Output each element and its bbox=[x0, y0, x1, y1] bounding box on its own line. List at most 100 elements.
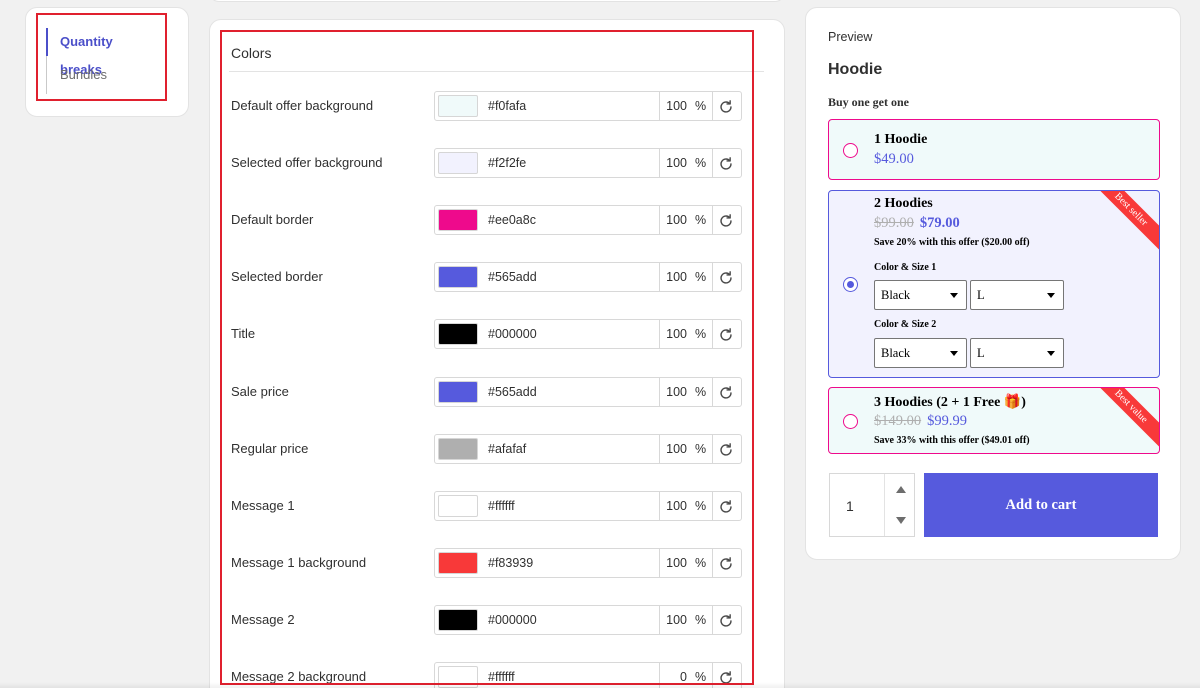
color-swatch[interactable] bbox=[438, 609, 478, 631]
opacity-input[interactable]: 100% bbox=[659, 92, 713, 120]
refresh-icon[interactable] bbox=[717, 98, 735, 116]
percent-sign: % bbox=[695, 556, 707, 570]
color-picker-field[interactable]: #000000 100% bbox=[434, 319, 742, 349]
hex-input[interactable]: #ffffff bbox=[488, 670, 515, 684]
opacity-value[interactable]: 100 bbox=[666, 613, 687, 627]
offer-price: $149.00 $99.99 bbox=[874, 413, 967, 430]
opacity-input[interactable]: 0% bbox=[659, 663, 713, 688]
color-picker-field[interactable]: #ffffff 100% bbox=[434, 491, 742, 521]
color-setting-label: Message 2 background bbox=[231, 669, 367, 684]
color-swatch[interactable] bbox=[438, 266, 478, 288]
refresh-icon[interactable] bbox=[717, 612, 735, 630]
opacity-input[interactable]: 100% bbox=[659, 378, 713, 406]
opacity-value[interactable]: 100 bbox=[666, 556, 687, 570]
opacity-value[interactable]: 100 bbox=[666, 327, 687, 341]
color-picker-field[interactable]: #000000 100% bbox=[434, 605, 742, 635]
percent-sign: % bbox=[695, 670, 707, 684]
color-swatch[interactable] bbox=[438, 152, 478, 174]
best-value-ribbon: Best value bbox=[1089, 388, 1159, 448]
opacity-value[interactable]: 100 bbox=[666, 213, 687, 227]
opacity-value[interactable]: 100 bbox=[666, 156, 687, 170]
opacity-value[interactable]: 100 bbox=[666, 99, 687, 113]
nav-item-bundles[interactable]: Bundles bbox=[60, 67, 107, 82]
color-swatch[interactable] bbox=[438, 495, 478, 517]
offer-option-1[interactable]: 1 Hoodie $49.00 bbox=[828, 119, 1160, 180]
refresh-icon[interactable] bbox=[717, 212, 735, 230]
refresh-icon[interactable] bbox=[717, 498, 735, 516]
hex-input[interactable]: #000000 bbox=[488, 613, 537, 627]
percent-sign: % bbox=[695, 99, 707, 113]
color-swatch[interactable] bbox=[438, 552, 478, 574]
offer-radio-checked[interactable] bbox=[843, 277, 858, 292]
hex-input[interactable]: #f2f2fe bbox=[488, 156, 527, 170]
color-select-2[interactable]: Black bbox=[874, 338, 967, 368]
percent-sign: % bbox=[695, 385, 707, 399]
color-picker-field[interactable]: #f0fafa 100% bbox=[434, 91, 742, 121]
size-select-2[interactable]: L bbox=[970, 338, 1064, 368]
offer-radio[interactable] bbox=[843, 414, 858, 429]
color-swatch[interactable] bbox=[438, 209, 478, 231]
hex-input[interactable]: #afafaf bbox=[488, 442, 527, 456]
quantity-stepper[interactable]: 1 bbox=[829, 473, 915, 537]
colors-section-title: Colors bbox=[231, 45, 272, 61]
opacity-input[interactable]: 100% bbox=[659, 149, 713, 177]
sale-price: $79.00 bbox=[919, 215, 960, 231]
color-setting-row: Title #000000 100% bbox=[231, 319, 742, 349]
add-to-cart-button[interactable]: Add to cart bbox=[924, 473, 1158, 537]
regular-price: $99.00 bbox=[874, 215, 914, 231]
color-swatch[interactable] bbox=[438, 381, 478, 403]
color-picker-field[interactable]: #565add 100% bbox=[434, 377, 742, 407]
color-setting-label: Message 1 background bbox=[231, 555, 367, 570]
hex-input[interactable]: #f83939 bbox=[488, 556, 534, 570]
offer-radio[interactable] bbox=[843, 143, 858, 158]
hex-input[interactable]: #ffffff bbox=[488, 499, 515, 513]
size-select-1[interactable]: L bbox=[970, 280, 1064, 310]
chevron-up-icon[interactable] bbox=[896, 486, 906, 493]
opacity-value[interactable]: 100 bbox=[666, 270, 687, 284]
quantity-value[interactable]: 1 bbox=[846, 498, 854, 514]
offer-option-2[interactable]: Best seller 2 Hoodies $99.00 $79.00 Save … bbox=[828, 190, 1160, 378]
color-select-1[interactable]: Black bbox=[874, 280, 967, 310]
color-picker-field[interactable]: #f83939 100% bbox=[434, 548, 742, 578]
opacity-input[interactable]: 100% bbox=[659, 320, 713, 348]
best-seller-ribbon: Best seller bbox=[1089, 191, 1159, 251]
color-picker-field[interactable]: #565add 100% bbox=[434, 262, 742, 292]
color-swatch[interactable] bbox=[438, 438, 478, 460]
color-picker-field[interactable]: #f2f2fe 100% bbox=[434, 148, 742, 178]
refresh-icon[interactable] bbox=[717, 669, 735, 687]
offer-option-3[interactable]: Best value 3 Hoodies (2 + 1 Free 🎁) $149… bbox=[828, 387, 1160, 454]
hex-input[interactable]: #ee0a8c bbox=[488, 213, 536, 227]
opacity-input[interactable]: 100% bbox=[659, 435, 713, 463]
color-setting-row: Message 1 #ffffff 100% bbox=[231, 491, 742, 521]
opacity-input[interactable]: 100% bbox=[659, 206, 713, 234]
refresh-icon[interactable] bbox=[717, 269, 735, 287]
percent-sign: % bbox=[695, 613, 707, 627]
refresh-icon[interactable] bbox=[717, 155, 735, 173]
refresh-icon[interactable] bbox=[717, 555, 735, 573]
nav-item-quantity-breaks[interactable]: Quantity breaks bbox=[46, 28, 158, 77]
refresh-icon[interactable] bbox=[717, 441, 735, 459]
chevron-down-icon[interactable] bbox=[896, 517, 906, 524]
color-swatch[interactable] bbox=[438, 323, 478, 345]
settings-nav: Quantity breaks Bundles bbox=[46, 28, 158, 94]
colors-divider bbox=[229, 71, 764, 72]
hex-input[interactable]: #000000 bbox=[488, 327, 537, 341]
refresh-icon[interactable] bbox=[717, 326, 735, 344]
color-swatch[interactable] bbox=[438, 95, 478, 117]
hex-input[interactable]: #f0fafa bbox=[488, 99, 527, 113]
opacity-value[interactable]: 100 bbox=[666, 499, 687, 513]
color-picker-field[interactable]: #afafaf 100% bbox=[434, 434, 742, 464]
opacity-input[interactable]: 100% bbox=[659, 492, 713, 520]
color-picker-field[interactable]: #ee0a8c 100% bbox=[434, 205, 742, 235]
hex-input[interactable]: #565add bbox=[488, 270, 537, 284]
variant-label-1: Color & Size 1 bbox=[874, 262, 937, 273]
opacity-value[interactable]: 0 bbox=[680, 670, 687, 684]
hex-input[interactable]: #565add bbox=[488, 385, 537, 399]
opacity-input[interactable]: 100% bbox=[659, 606, 713, 634]
chevron-down-icon bbox=[1047, 351, 1055, 356]
opacity-input[interactable]: 100% bbox=[659, 549, 713, 577]
opacity-value[interactable]: 100 bbox=[666, 442, 687, 456]
refresh-icon[interactable] bbox=[717, 384, 735, 402]
opacity-value[interactable]: 100 bbox=[666, 385, 687, 399]
opacity-input[interactable]: 100% bbox=[659, 263, 713, 291]
